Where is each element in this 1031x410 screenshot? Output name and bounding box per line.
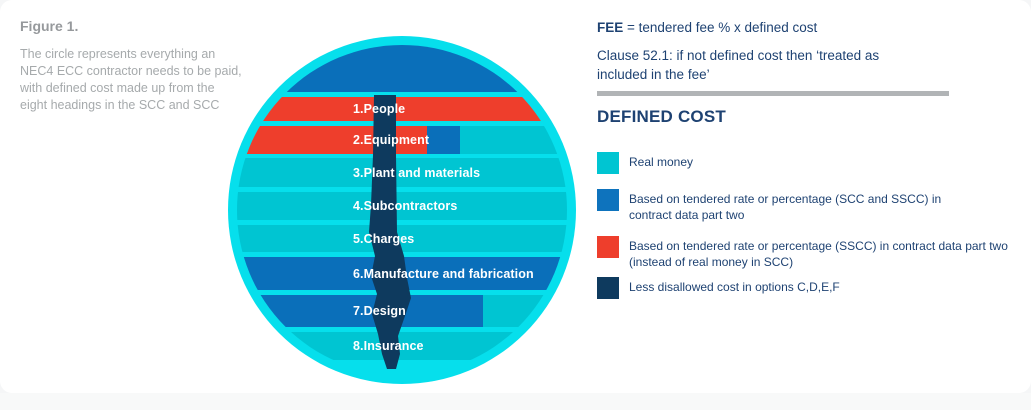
- band-insurance: [237, 332, 567, 360]
- legend-label: Less disallowed cost in options C,D,E,F: [629, 280, 840, 294]
- figure-caption: Figure 1. The circle represents everythi…: [20, 18, 245, 114]
- band-equipment-teal-segment: [460, 126, 567, 154]
- defined-cost-heading: DEFINED COST: [597, 107, 726, 126]
- band-label-insurance: 8.Insurance: [353, 339, 424, 353]
- disallowed-cost-crack-icon: [369, 95, 411, 369]
- band-label-equipment: 2.Equipment: [353, 133, 430, 147]
- band-label-manufacture-and-fabrication: 6.Manufacture and fabrication: [353, 266, 534, 281]
- tendered-sscc-swatch: [597, 236, 619, 258]
- band-equipment-blue-segment: [427, 126, 460, 154]
- circle-inner: 1.People 2.Equipment 3.Plant and materia…: [237, 45, 567, 375]
- fee-formula-rest: = tendered fee % x defined cost: [623, 20, 818, 35]
- figure-description: The circle represents everything an NEC4…: [20, 47, 242, 112]
- band-plant-and-materials: [237, 158, 567, 187]
- band-label-charges: 5.Charges: [353, 231, 415, 246]
- fee-formula: FEE = tendered fee % x defined cost: [597, 20, 817, 35]
- band-design-blue-segment: [237, 295, 483, 327]
- figure-card: Figure 1. The circle represents everythi…: [20, 0, 1031, 393]
- divider-bar: [597, 91, 949, 96]
- band-label-people: 1.People: [353, 102, 406, 116]
- band-charges: [237, 225, 567, 252]
- clause-note: Clause 52.1: if not defined cost then ‘t…: [597, 48, 880, 82]
- band-subcontractors: [237, 192, 567, 220]
- band-people: [237, 97, 567, 121]
- legend-label: Based on tendered rate or percentage (SC…: [629, 192, 942, 222]
- legend-label: Based on tendered rate or percentage (SS…: [629, 239, 1008, 269]
- tendered-rate-swatch: [597, 189, 619, 211]
- figure-title: Figure 1.: [20, 18, 79, 34]
- footer-strip: [0, 393, 1031, 410]
- band-label-design: 7.Design: [353, 304, 406, 318]
- band-labels-layer: 1.People 2.Equipment 3.Plant and materia…: [237, 45, 567, 375]
- real-money-swatch: [597, 152, 619, 174]
- band-label-plant-and-materials: 3.Plant and materials: [353, 165, 481, 180]
- band-design-teal-segment: [483, 295, 567, 327]
- fee-dome-segment: [237, 45, 567, 92]
- band-label-subcontractors: 4.Subcontractors: [353, 199, 458, 213]
- defined-cost-circle-diagram: 1.People 2.Equipment 3.Plant and materia…: [228, 36, 576, 384]
- legend-label: Real money: [629, 155, 694, 169]
- disallowed-cost-swatch: [597, 277, 619, 299]
- fee-panel: FEE = tendered fee % x defined cost Clau…: [597, 0, 1031, 393]
- band-design: [237, 295, 567, 327]
- fee-term: FEE: [597, 20, 624, 35]
